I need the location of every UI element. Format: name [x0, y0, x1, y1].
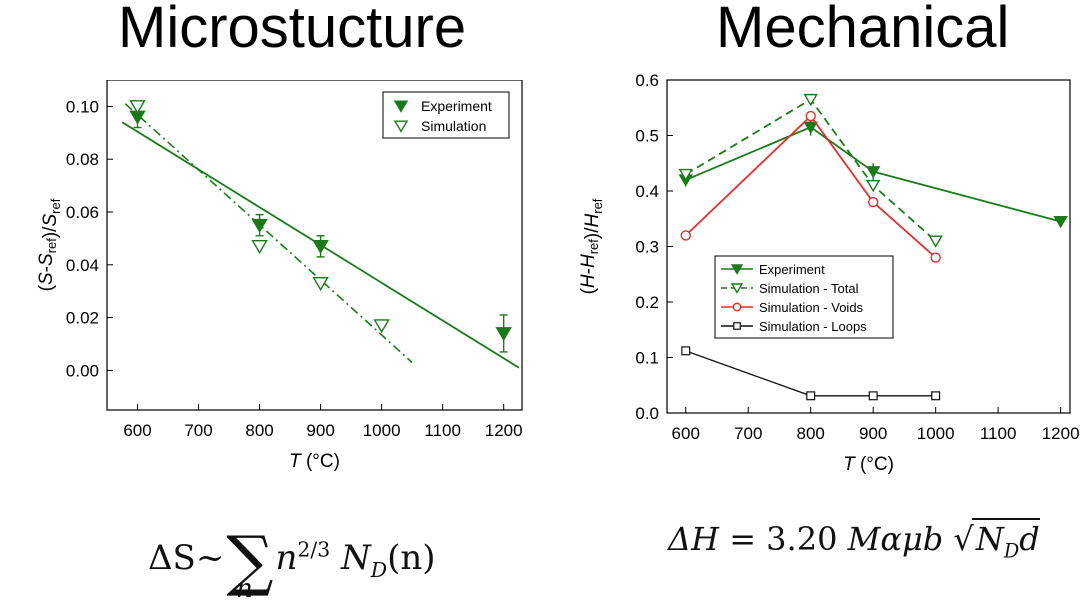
- left-x-axis-label: T (°C): [289, 451, 340, 472]
- right-y-tick-label: 0.1: [635, 349, 659, 368]
- eq-right-N: N: [975, 520, 1004, 558]
- right-y-tick-label: 0.0: [635, 404, 659, 423]
- left-legend-label-simulation: Simulation: [421, 118, 486, 134]
- left-plot-frame: [106, 80, 523, 411]
- left-legend-marker-experiment: [393, 100, 409, 113]
- left-simulation-fit-line: [124, 103, 413, 364]
- eq-left-index: n: [236, 574, 253, 604]
- right-y-tick-label: 0.5: [635, 127, 659, 146]
- right-y-tick-label: 0.4: [635, 182, 659, 201]
- right-legend-marker-simulation-voids: [732, 302, 742, 312]
- eq-right-d: d: [1019, 520, 1040, 558]
- right-simulation-voids-line: [685, 114, 937, 259]
- right-x-tick-label: 800: [797, 424, 825, 443]
- left-simulation-point: [312, 276, 329, 291]
- left-simulation-point: [129, 100, 146, 115]
- microstructure-equation: ΔS~∑n2/3 ND(n) n: [148, 508, 436, 604]
- left-y-tick-label: 0.00: [66, 361, 99, 380]
- right-simulation-loops-point: [681, 346, 691, 356]
- right-simulation-loops-point: [806, 391, 816, 401]
- left-simulation-point: [373, 319, 390, 334]
- eq-left-sub: D: [370, 557, 388, 582]
- right-legend-marker-simulation-total: [730, 283, 744, 294]
- right-legend-label-simulation-voids: Simulation - Voids: [759, 300, 864, 315]
- eq-left-N: N: [341, 538, 371, 578]
- right-y-tick-label: 0.3: [635, 238, 659, 257]
- right-simulation-voids-point: [867, 196, 879, 208]
- left-panel-title: Microstucture: [118, 0, 467, 60]
- eq-left-lhs: ΔS: [148, 538, 196, 578]
- eq-right-sub: D: [1003, 539, 1020, 563]
- right-legend-label-simulation-loops: Simulation - Loops: [759, 319, 867, 334]
- right-panel-title: Mechanical: [716, 0, 1010, 60]
- left-legend-marker-simulation: [393, 120, 409, 133]
- mechanical-equation: ΔH = 3.20 Mαμb √NDd: [668, 518, 1040, 563]
- right-simulation-total-point: [803, 93, 818, 107]
- right-x-tick-label: 700: [734, 424, 762, 443]
- left-legend-label-experiment: Experiment: [421, 98, 492, 114]
- left-x-tick-label: 1000: [363, 421, 401, 440]
- right-simulation-total-line: [685, 98, 937, 242]
- left-simulation-point: [251, 240, 268, 255]
- right-plot-frame: [666, 79, 1071, 414]
- eq-left-sym: ~: [195, 538, 225, 578]
- left-y-axis-label: (S-Sref)/Sref: [36, 198, 63, 291]
- left-experiment-point: [312, 240, 329, 255]
- left-experiment-point: [251, 218, 268, 233]
- right-simulation-loops-line: [685, 350, 936, 397]
- eq-right-vars: Mαμb: [847, 520, 944, 558]
- eq-right-coef: 3.20: [766, 520, 838, 558]
- eq-right-lhs: ΔH: [668, 520, 720, 558]
- eq-left-sigma: ∑: [226, 522, 274, 599]
- right-experiment-line: [685, 126, 1061, 223]
- right-simulation-total-point: [928, 235, 943, 248]
- eq-left-exp: 2/3: [297, 537, 331, 562]
- right-legend-label-experiment: Experiment: [759, 262, 825, 277]
- right-y-tick-label: 0.2: [635, 293, 659, 312]
- mechanical-chart: 600 700 800 900 1000 1100 1200 0.0 0.1 0.2 0.3 0.4 0…: [578, 71, 1080, 475]
- right-experiment-point: [1053, 216, 1068, 229]
- left-y-tick-label: 0.06: [66, 203, 99, 222]
- left-y-tick-label: 0.08: [66, 150, 99, 169]
- eq-left-arg: (n): [387, 538, 436, 578]
- right-x-tick-label: 600: [672, 424, 700, 443]
- right-x-tick-label: 900: [859, 424, 887, 443]
- right-x-tick-label: 1000: [917, 424, 955, 443]
- eq-right-root: √: [953, 520, 974, 558]
- eq-left-n: n: [275, 538, 298, 578]
- right-legend-marker-experiment: [730, 264, 744, 275]
- left-y-tick-label: 0.10: [66, 97, 99, 116]
- right-experiment-point: [865, 166, 881, 179]
- right-y-tick-label: 0.6: [635, 71, 659, 90]
- right-x-tick-label: 1200: [1042, 424, 1080, 443]
- right-simulation-total-point: [678, 168, 693, 182]
- right-simulation-voids-point: [930, 252, 941, 263]
- right-experiment-point: [803, 121, 818, 134]
- right-simulation-voids-point: [805, 110, 816, 122]
- left-x-tick-label: 1200: [485, 421, 523, 440]
- right-y-axis-label: (H-Href)/Href: [578, 198, 605, 294]
- left-x-tick-label: 800: [245, 421, 273, 440]
- microstructure-chart: 600 700 800 900 1000 1100 1200 0.00 0.02 0.04 0.06…: [36, 80, 523, 472]
- right-x-tick-label: 1100: [980, 424, 1017, 443]
- left-x-tick-label: 700: [184, 421, 212, 440]
- right-simulation-loops-point: [931, 391, 941, 401]
- left-x-tick-label: 900: [306, 421, 334, 440]
- right-simulation-loops-point: [868, 391, 878, 401]
- left-y-tick-label: 0.04: [66, 256, 99, 275]
- right-legend-label-simulation-total: Simulation - Total: [759, 281, 859, 296]
- right-simulation-voids-point: [680, 230, 691, 241]
- left-experiment-point: [495, 327, 512, 342]
- left-legend-box: [382, 91, 510, 139]
- left-x-tick-label: 1100: [424, 421, 461, 440]
- left-x-tick-label: 600: [123, 421, 151, 440]
- eq-right-eq: =: [729, 520, 756, 558]
- left-y-tick-label: 0.02: [66, 309, 99, 328]
- right-x-axis-label: T (°C): [843, 454, 894, 475]
- right-legend-marker-simulation-loops: [733, 322, 741, 330]
- right-simulation-total-point: [865, 179, 881, 193]
